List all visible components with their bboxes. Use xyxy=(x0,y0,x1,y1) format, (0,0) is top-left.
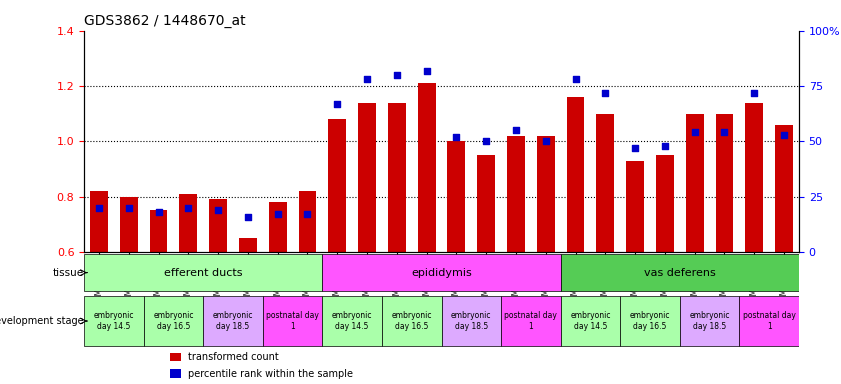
Bar xyxy=(627,161,644,252)
Text: postnatal day
1: postnatal day 1 xyxy=(505,311,558,331)
FancyBboxPatch shape xyxy=(84,296,144,346)
Bar xyxy=(656,155,674,252)
Bar xyxy=(90,191,108,252)
Point xyxy=(360,76,373,83)
Text: embryonic
day 16.5: embryonic day 16.5 xyxy=(392,311,432,331)
FancyBboxPatch shape xyxy=(739,296,799,346)
Point xyxy=(717,129,731,136)
FancyBboxPatch shape xyxy=(84,254,322,291)
Bar xyxy=(685,114,704,252)
Bar xyxy=(537,136,555,252)
Point xyxy=(599,89,612,96)
FancyBboxPatch shape xyxy=(442,296,501,346)
FancyBboxPatch shape xyxy=(382,296,442,346)
FancyBboxPatch shape xyxy=(144,296,204,346)
FancyBboxPatch shape xyxy=(680,296,739,346)
Point xyxy=(777,132,791,138)
Text: GDS3862 / 1448670_at: GDS3862 / 1448670_at xyxy=(84,14,246,28)
Bar xyxy=(388,103,405,252)
FancyBboxPatch shape xyxy=(561,296,620,346)
Bar xyxy=(447,141,465,252)
Bar xyxy=(179,194,198,252)
Bar xyxy=(328,119,346,252)
Bar xyxy=(299,191,316,252)
Point xyxy=(748,89,761,96)
Text: tissue: tissue xyxy=(53,268,84,278)
FancyBboxPatch shape xyxy=(262,296,322,346)
Bar xyxy=(716,114,733,252)
Text: embryonic
day 14.5: embryonic day 14.5 xyxy=(332,311,373,331)
Point xyxy=(420,68,433,74)
Point xyxy=(241,214,255,220)
Point xyxy=(182,205,195,211)
FancyBboxPatch shape xyxy=(322,254,561,291)
FancyBboxPatch shape xyxy=(322,296,382,346)
Text: transformed count: transformed count xyxy=(188,352,278,362)
Bar xyxy=(269,202,287,252)
Bar xyxy=(150,210,167,252)
Text: postnatal day
1: postnatal day 1 xyxy=(743,311,796,331)
Text: epididymis: epididymis xyxy=(411,268,472,278)
Bar xyxy=(170,369,181,378)
Point xyxy=(479,138,493,144)
Point xyxy=(450,134,463,140)
FancyBboxPatch shape xyxy=(620,296,680,346)
Text: embryonic
day 18.5: embryonic day 18.5 xyxy=(690,311,730,331)
Bar xyxy=(170,353,181,361)
Text: postnatal day
1: postnatal day 1 xyxy=(266,311,319,331)
Point xyxy=(659,143,672,149)
Text: development stage: development stage xyxy=(0,316,84,326)
Bar xyxy=(507,136,525,252)
Text: embryonic
day 18.5: embryonic day 18.5 xyxy=(451,311,491,331)
Bar xyxy=(239,238,257,252)
Text: embryonic
day 14.5: embryonic day 14.5 xyxy=(570,311,611,331)
Bar xyxy=(596,114,614,252)
Point xyxy=(539,138,553,144)
FancyBboxPatch shape xyxy=(561,254,799,291)
Point xyxy=(211,207,225,213)
Text: percentile rank within the sample: percentile rank within the sample xyxy=(188,369,352,379)
Bar xyxy=(567,97,584,252)
Bar xyxy=(477,155,495,252)
Point xyxy=(688,129,701,136)
Point xyxy=(331,101,344,107)
Text: embryonic
day 16.5: embryonic day 16.5 xyxy=(630,311,670,331)
Bar xyxy=(775,125,793,252)
Bar xyxy=(418,83,436,252)
Point xyxy=(569,76,582,83)
Point xyxy=(390,72,404,78)
FancyBboxPatch shape xyxy=(501,296,561,346)
Text: embryonic
day 18.5: embryonic day 18.5 xyxy=(213,311,253,331)
Point xyxy=(510,127,523,133)
Bar xyxy=(209,199,227,252)
Point xyxy=(628,145,642,151)
Point xyxy=(93,205,106,211)
Point xyxy=(271,211,284,217)
Point xyxy=(301,211,315,217)
Point xyxy=(152,209,166,215)
Bar xyxy=(119,197,138,252)
Text: efferent ducts: efferent ducts xyxy=(164,268,242,278)
Bar xyxy=(358,103,376,252)
Text: embryonic
day 16.5: embryonic day 16.5 xyxy=(153,311,193,331)
Text: vas deferens: vas deferens xyxy=(644,268,716,278)
FancyBboxPatch shape xyxy=(204,296,262,346)
Bar xyxy=(745,103,763,252)
Text: embryonic
day 14.5: embryonic day 14.5 xyxy=(93,311,134,331)
Point xyxy=(122,205,135,211)
